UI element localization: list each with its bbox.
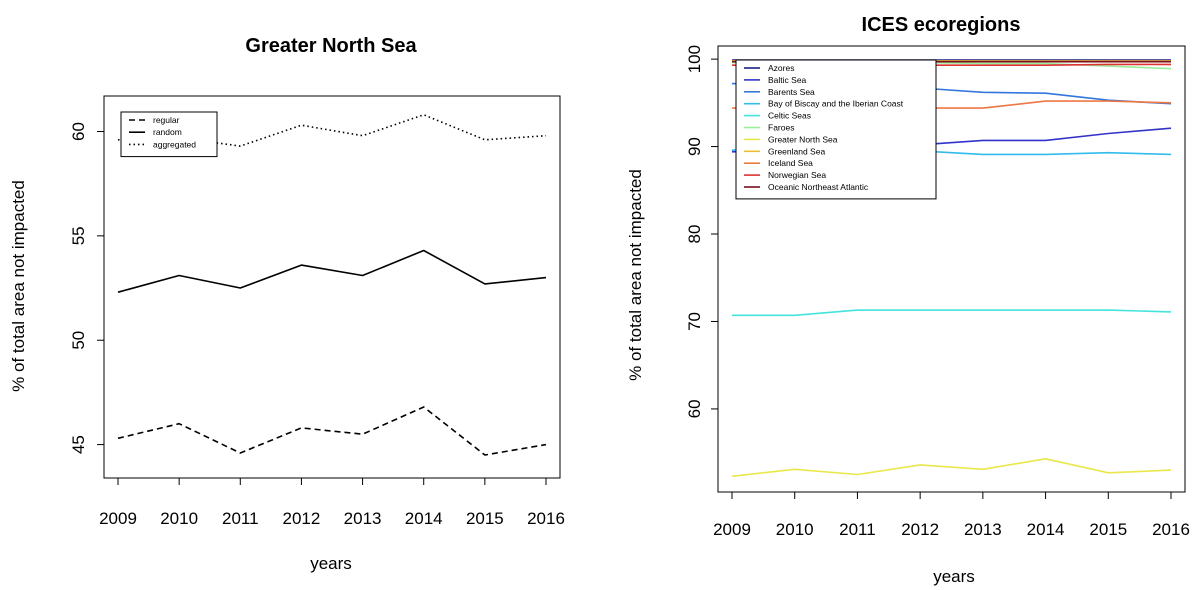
- chart-ices-ecoregions: ICES ecoregions years % of total area no…: [626, 14, 1190, 586]
- legend-label: Oceanic Northeast Atlantic: [768, 182, 869, 192]
- legend-label: Azores: [768, 63, 794, 73]
- legend-label: regular: [153, 115, 180, 125]
- y-tick-label: 45: [69, 435, 88, 454]
- legend-box: [120, 111, 218, 158]
- legend-label: Greater North Sea: [768, 134, 838, 144]
- x-tick-label: 2015: [466, 509, 504, 528]
- x-tick-label: 2015: [1089, 520, 1127, 539]
- legend-label: Norwegian Sea: [768, 170, 826, 180]
- legend-label: aggregated: [153, 139, 196, 149]
- series-line: [117, 114, 547, 147]
- legend-label: Faroes: [768, 123, 794, 133]
- legend-box: [735, 59, 937, 200]
- legend-label: Celtic Seas: [768, 111, 811, 121]
- x-tick-label: 2009: [99, 509, 137, 528]
- y-tick-label: 80: [685, 225, 704, 244]
- x-axis-label: years: [310, 554, 352, 573]
- y-tick-label: 60: [69, 122, 88, 141]
- series-line: [732, 309, 1172, 317]
- legend: regular random aggregated: [120, 111, 218, 158]
- series-line: [117, 406, 547, 456]
- legend-label: Bay of Biscay and the Iberian Coast: [768, 99, 904, 109]
- x-tick-label: 2013: [964, 520, 1002, 539]
- y-tick-label: 100: [685, 45, 704, 73]
- chart-title: Greater North Sea: [245, 35, 417, 57]
- x-tick-label: 2013: [344, 509, 382, 528]
- chart-title: ICES ecoregions: [862, 14, 1021, 36]
- legend-label: random: [153, 127, 182, 137]
- y-tick-label: 55: [69, 226, 88, 245]
- x-tick-label: 2016: [1152, 520, 1190, 539]
- x-tick-label: 2011: [222, 509, 259, 528]
- x-tick-label: 2014: [405, 509, 443, 528]
- y-tick-label: 70: [685, 312, 704, 331]
- legend-label: Baltic Sea: [768, 75, 807, 85]
- y-axis-label: % of total area not impacted: [9, 180, 28, 392]
- series-line: [731, 457, 1172, 478]
- x-tick-label: 2009: [713, 520, 751, 539]
- x-tick-label: 2010: [160, 509, 198, 528]
- x-tick-label: 2012: [283, 509, 321, 528]
- y-tick-label: 90: [685, 137, 704, 156]
- legend-label: Iceland Sea: [768, 158, 813, 168]
- y-tick-label: 60: [685, 399, 704, 418]
- x-tick-label: 2011: [839, 520, 876, 539]
- x-axis-label: years: [933, 567, 975, 586]
- legend-label: Barents Sea: [768, 87, 815, 97]
- x-tick-label: 2014: [1027, 520, 1065, 539]
- x-tick-label: 2012: [901, 520, 939, 539]
- legend: Azores Baltic Sea Barents Sea Bay of Biscay…: [735, 59, 937, 200]
- chart-greater-north-sea: Greater North Sea years % of total area …: [9, 35, 565, 573]
- legend-label: Greenland Sea: [768, 146, 825, 156]
- x-tick-label: 2010: [776, 520, 814, 539]
- y-axis-label: % of total area not impacted: [626, 169, 645, 381]
- x-tick-label: 2016: [527, 509, 565, 528]
- series-line: [117, 249, 547, 293]
- y-tick-label: 50: [69, 331, 88, 350]
